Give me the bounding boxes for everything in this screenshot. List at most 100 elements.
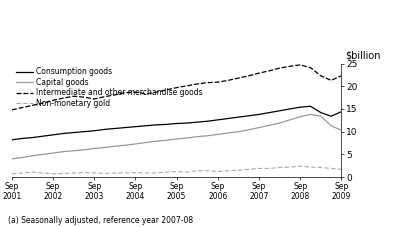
- Intermediate and other merchandise goods: [164, 89, 169, 91]
- Capital goods: [216, 133, 220, 136]
- Non-monetary gold: [216, 170, 220, 173]
- Capital goods: [82, 148, 87, 151]
- Intermediate and other merchandise goods: [123, 91, 127, 94]
- Intermediate and other merchandise goods: [185, 84, 189, 87]
- Intermediate and other merchandise goods: [257, 72, 262, 74]
- Non-monetary gold: [112, 172, 117, 174]
- Intermediate and other merchandise goods: [143, 93, 148, 95]
- Non-monetary gold: [277, 166, 282, 169]
- Non-monetary gold: [82, 171, 87, 174]
- Consumption goods: [123, 126, 127, 129]
- Line: Capital goods: Capital goods: [12, 114, 341, 159]
- Non-monetary gold: [195, 169, 200, 172]
- Intermediate and other merchandise goods: [71, 95, 76, 98]
- Capital goods: [298, 115, 303, 118]
- Consumption goods: [61, 132, 66, 135]
- Intermediate and other merchandise goods: [298, 64, 303, 66]
- Capital goods: [61, 150, 66, 153]
- Text: $billion: $billion: [345, 51, 380, 61]
- Consumption goods: [287, 108, 292, 110]
- Non-monetary gold: [174, 170, 179, 173]
- Capital goods: [30, 154, 35, 157]
- Capital goods: [133, 143, 138, 145]
- Capital goods: [51, 152, 56, 154]
- Non-monetary gold: [247, 168, 251, 171]
- Intermediate and other merchandise goods: [339, 74, 344, 77]
- Capital goods: [308, 113, 313, 116]
- Intermediate and other merchandise goods: [287, 65, 292, 68]
- Consumption goods: [205, 120, 210, 123]
- Consumption goods: [226, 117, 231, 120]
- Non-monetary gold: [20, 172, 25, 174]
- Line: Intermediate and other merchandise goods: Intermediate and other merchandise goods: [12, 65, 341, 110]
- Consumption goods: [308, 105, 313, 108]
- Consumption goods: [51, 133, 56, 136]
- Capital goods: [102, 146, 107, 149]
- Capital goods: [71, 149, 76, 152]
- Non-monetary gold: [298, 165, 303, 168]
- Capital goods: [92, 147, 97, 150]
- Capital goods: [226, 132, 231, 134]
- Consumption goods: [82, 130, 87, 133]
- Capital goods: [205, 134, 210, 137]
- Non-monetary gold: [205, 169, 210, 172]
- Non-monetary gold: [51, 173, 56, 175]
- Consumption goods: [154, 123, 158, 126]
- Intermediate and other merchandise goods: [277, 67, 282, 69]
- Consumption goods: [143, 124, 148, 127]
- Capital goods: [236, 130, 241, 133]
- Non-monetary gold: [92, 172, 97, 174]
- Consumption goods: [318, 111, 323, 114]
- Consumption goods: [71, 131, 76, 134]
- Intermediate and other merchandise goods: [20, 106, 25, 109]
- Intermediate and other merchandise goods: [318, 74, 323, 77]
- Intermediate and other merchandise goods: [174, 86, 179, 89]
- Intermediate and other merchandise goods: [92, 98, 97, 100]
- Intermediate and other merchandise goods: [154, 91, 158, 94]
- Consumption goods: [216, 118, 220, 121]
- Consumption goods: [112, 127, 117, 130]
- Intermediate and other merchandise goods: [195, 83, 200, 85]
- Capital goods: [123, 144, 127, 147]
- Non-monetary gold: [257, 167, 262, 170]
- Non-monetary gold: [30, 171, 35, 173]
- Capital goods: [287, 118, 292, 121]
- Capital goods: [185, 137, 189, 139]
- Non-monetary gold: [236, 169, 241, 172]
- Intermediate and other merchandise goods: [61, 97, 66, 99]
- Consumption goods: [174, 122, 179, 125]
- Consumption goods: [277, 109, 282, 112]
- Non-monetary gold: [267, 167, 272, 170]
- Non-monetary gold: [154, 172, 158, 174]
- Capital goods: [247, 128, 251, 131]
- Consumption goods: [102, 128, 107, 131]
- Non-monetary gold: [102, 172, 107, 175]
- Intermediate and other merchandise goods: [10, 109, 14, 111]
- Consumption goods: [10, 138, 14, 141]
- Intermediate and other merchandise goods: [236, 77, 241, 79]
- Consumption goods: [236, 116, 241, 118]
- Consumption goods: [20, 137, 25, 140]
- Consumption goods: [164, 123, 169, 126]
- Capital goods: [164, 139, 169, 142]
- Non-monetary gold: [164, 171, 169, 173]
- Capital goods: [20, 156, 25, 159]
- Non-monetary gold: [318, 166, 323, 169]
- Intermediate and other merchandise goods: [247, 74, 251, 77]
- Non-monetary gold: [308, 166, 313, 168]
- Line: Consumption goods: Consumption goods: [12, 106, 341, 140]
- Non-monetary gold: [329, 167, 333, 170]
- Capital goods: [329, 124, 333, 127]
- Capital goods: [143, 141, 148, 144]
- Capital goods: [154, 140, 158, 143]
- Non-monetary gold: [133, 171, 138, 174]
- Consumption goods: [133, 125, 138, 128]
- Line: Non-monetary gold: Non-monetary gold: [12, 166, 341, 174]
- Capital goods: [277, 122, 282, 124]
- Capital goods: [267, 124, 272, 127]
- Consumption goods: [40, 135, 45, 138]
- Capital goods: [257, 126, 262, 129]
- Capital goods: [10, 158, 14, 160]
- Non-monetary gold: [40, 172, 45, 174]
- Intermediate and other merchandise goods: [112, 94, 117, 96]
